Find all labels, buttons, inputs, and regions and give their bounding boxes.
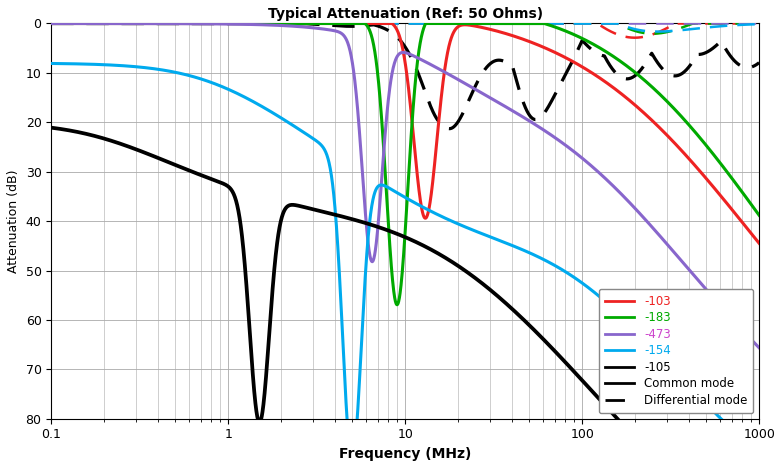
Title: Typical Attenuation (Ref: 50 Ohms): Typical Attenuation (Ref: 50 Ohms) <box>267 7 543 21</box>
Y-axis label: Attenuation (dB): Attenuation (dB) <box>7 169 20 273</box>
X-axis label: Frequency (MHz): Frequency (MHz) <box>339 447 472 461</box>
Legend: -103, -183, -473, -154, -105, Common mode, Differential mode: -103, -183, -473, -154, -105, Common mod… <box>599 289 753 413</box>
